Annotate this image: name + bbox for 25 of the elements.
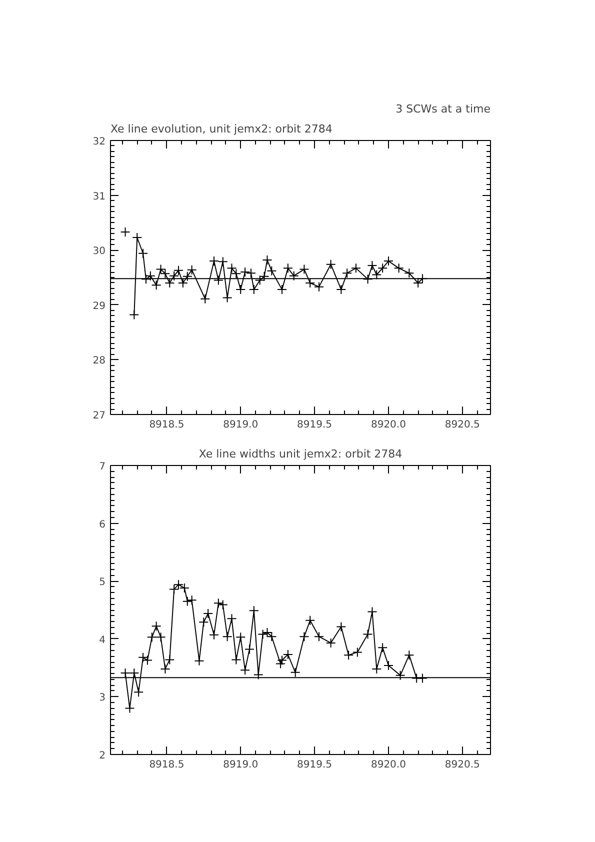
x-tick-label: 8918.5	[149, 760, 184, 770]
x-tick-label: 8920.5	[444, 760, 480, 770]
x-tick-label: 8920.0	[370, 760, 406, 770]
x-tick-label: 8920.5	[444, 420, 480, 430]
text: 3 SCWs at a time	[396, 102, 491, 116]
y-tick-label: 27	[92, 410, 106, 422]
y-tick-label: 7	[99, 462, 106, 472]
x-tick-label: 8919.0	[223, 420, 258, 430]
y-tick-label: 29	[92, 300, 106, 312]
y-tick-label: 2	[99, 750, 106, 762]
y-tick-label: 4	[99, 634, 106, 646]
chart-title: Xe line widths unit jemx2: orbit 2784	[198, 448, 402, 460]
x-tick-label: 8919.5	[297, 760, 332, 770]
x-tick-label: 8919.0	[223, 760, 258, 770]
y-tick-label: 31	[92, 191, 106, 202]
x-tick-label: 8918.5	[149, 420, 184, 430]
x-tick-label: 8920.0	[370, 420, 406, 430]
y-tick-label: 30	[92, 246, 106, 258]
chart-title: Xe line evolution, unit jemx2: orbit 2784	[110, 122, 332, 136]
y-tick-label: 3	[99, 692, 106, 704]
y-tick-label: 5	[99, 577, 106, 588]
y-tick-label: 28	[92, 356, 106, 367]
y-tick-label: 32	[92, 136, 106, 148]
x-tick-label: 8919.5	[297, 420, 332, 430]
y-tick-label: 6	[99, 519, 106, 530]
